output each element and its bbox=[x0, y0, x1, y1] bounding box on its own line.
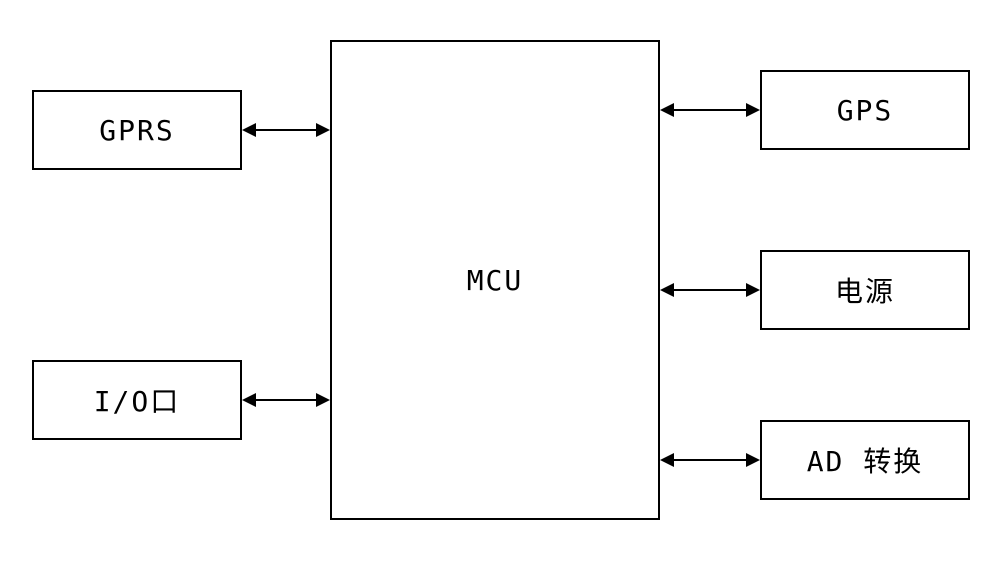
arrow-line-r_bot bbox=[670, 459, 750, 461]
arrow-head-left-r_top bbox=[660, 103, 674, 117]
arrow-head-left-r_mid bbox=[660, 283, 674, 297]
arrow-head-right-r_bot bbox=[746, 453, 760, 467]
arrow-head-left-r_bot bbox=[660, 453, 674, 467]
gprs-block: GPRS bbox=[32, 90, 242, 170]
gps-block: GPS bbox=[760, 70, 970, 150]
arrow-line-r_top bbox=[670, 109, 750, 111]
ad-label: AD 转换 bbox=[807, 440, 924, 480]
mcu-block: MCU bbox=[330, 40, 660, 520]
arrow-head-left-l_bot bbox=[242, 393, 256, 407]
arrow-head-right-l_top bbox=[316, 123, 330, 137]
mcu-label: MCU bbox=[467, 264, 524, 297]
io-label: I/O口 bbox=[94, 380, 181, 420]
arrow-head-right-r_mid bbox=[746, 283, 760, 297]
io-block: I/O口 bbox=[32, 360, 242, 440]
arrow-line-l_bot bbox=[252, 399, 320, 401]
arrow-line-r_mid bbox=[670, 289, 750, 291]
arrow-line-l_top bbox=[252, 129, 320, 131]
arrow-head-right-l_bot bbox=[316, 393, 330, 407]
arrow-head-left-l_top bbox=[242, 123, 256, 137]
gprs-label: GPRS bbox=[99, 114, 174, 147]
arrow-head-right-r_top bbox=[746, 103, 760, 117]
ad-block: AD 转换 bbox=[760, 420, 970, 500]
power-block: 电源 bbox=[760, 250, 970, 330]
power-label: 电源 bbox=[835, 270, 895, 310]
gps-label: GPS bbox=[837, 94, 894, 127]
